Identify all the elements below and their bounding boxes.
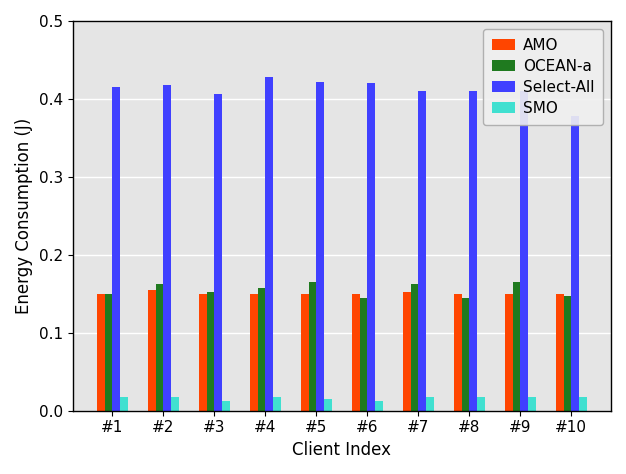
- Bar: [214, 94, 222, 411]
- Bar: [411, 283, 418, 411]
- Bar: [426, 398, 434, 411]
- Bar: [556, 294, 563, 411]
- Y-axis label: Energy Consumption (J): Energy Consumption (J): [15, 118, 33, 314]
- Bar: [273, 397, 280, 411]
- Bar: [316, 82, 324, 411]
- Bar: [309, 282, 316, 411]
- Bar: [156, 284, 163, 411]
- Bar: [563, 296, 572, 411]
- Bar: [505, 294, 513, 411]
- Bar: [477, 398, 485, 411]
- Bar: [199, 294, 207, 411]
- Bar: [105, 294, 112, 411]
- Bar: [97, 294, 105, 411]
- Bar: [528, 397, 535, 411]
- Bar: [324, 399, 332, 411]
- Bar: [367, 83, 375, 411]
- Bar: [572, 116, 579, 411]
- Bar: [352, 294, 359, 411]
- Bar: [222, 401, 230, 411]
- Bar: [454, 294, 461, 411]
- Bar: [250, 294, 258, 411]
- Bar: [579, 397, 587, 411]
- Bar: [148, 290, 156, 411]
- Bar: [301, 294, 309, 411]
- X-axis label: Client Index: Client Index: [292, 441, 391, 459]
- Bar: [418, 91, 426, 411]
- Bar: [171, 397, 178, 411]
- Bar: [207, 292, 214, 411]
- Bar: [470, 91, 477, 411]
- Bar: [120, 397, 128, 411]
- Bar: [520, 91, 528, 411]
- Bar: [265, 77, 273, 411]
- Bar: [258, 288, 265, 411]
- Bar: [359, 298, 367, 411]
- Bar: [403, 292, 411, 411]
- Legend: AMO, OCEAN-a, Select-All, SMO: AMO, OCEAN-a, Select-All, SMO: [483, 28, 603, 125]
- Bar: [461, 298, 470, 411]
- Bar: [375, 401, 382, 411]
- Bar: [163, 85, 171, 411]
- Bar: [513, 282, 520, 411]
- Bar: [112, 87, 120, 411]
